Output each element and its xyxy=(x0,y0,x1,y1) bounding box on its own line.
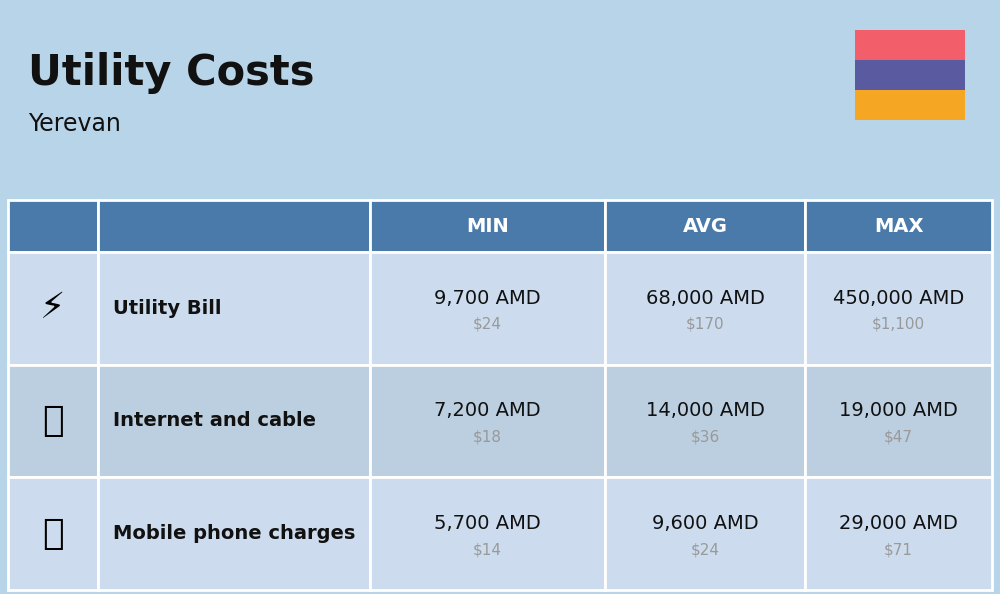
Bar xyxy=(605,478,805,590)
Text: 9,600 AMD: 9,600 AMD xyxy=(652,514,758,533)
Text: $47: $47 xyxy=(884,429,913,444)
Text: $36: $36 xyxy=(690,429,720,444)
Bar xyxy=(370,478,605,590)
Text: $18: $18 xyxy=(473,429,502,444)
Text: Mobile phone charges: Mobile phone charges xyxy=(113,524,355,543)
Bar xyxy=(805,478,992,590)
Text: 📡: 📡 xyxy=(42,404,64,438)
Bar xyxy=(370,200,605,252)
Bar xyxy=(8,200,98,252)
Text: 68,000 AMD: 68,000 AMD xyxy=(646,289,764,308)
Text: 450,000 AMD: 450,000 AMD xyxy=(833,289,964,308)
Bar xyxy=(370,365,605,478)
Bar xyxy=(605,200,805,252)
Text: 5,700 AMD: 5,700 AMD xyxy=(434,514,541,533)
Bar xyxy=(605,365,805,478)
Bar xyxy=(370,252,605,365)
Text: Internet and cable: Internet and cable xyxy=(113,412,316,431)
Text: $1,100: $1,100 xyxy=(872,317,925,332)
Text: 19,000 AMD: 19,000 AMD xyxy=(839,402,958,421)
Bar xyxy=(8,252,98,365)
Text: $170: $170 xyxy=(686,317,724,332)
Text: $24: $24 xyxy=(690,542,720,557)
Bar xyxy=(805,365,992,478)
Text: MIN: MIN xyxy=(466,216,509,235)
Bar xyxy=(855,90,965,120)
Bar xyxy=(605,252,805,365)
Bar xyxy=(98,200,370,252)
Text: 9,700 AMD: 9,700 AMD xyxy=(434,289,541,308)
Text: ⚡: ⚡ xyxy=(40,291,66,326)
Text: 14,000 AMD: 14,000 AMD xyxy=(646,402,764,421)
Text: $24: $24 xyxy=(473,317,502,332)
Text: MAX: MAX xyxy=(874,216,923,235)
Bar xyxy=(805,200,992,252)
Bar xyxy=(98,252,370,365)
Text: Utility Bill: Utility Bill xyxy=(113,299,222,318)
Text: Utility Costs: Utility Costs xyxy=(28,52,314,94)
Text: 📱: 📱 xyxy=(42,517,64,551)
Text: AVG: AVG xyxy=(682,216,728,235)
Bar xyxy=(98,365,370,478)
Text: $71: $71 xyxy=(884,542,913,557)
Text: 29,000 AMD: 29,000 AMD xyxy=(839,514,958,533)
Bar xyxy=(8,478,98,590)
Text: 7,200 AMD: 7,200 AMD xyxy=(434,402,541,421)
Bar xyxy=(805,252,992,365)
Bar xyxy=(98,478,370,590)
Bar xyxy=(855,60,965,90)
Text: $14: $14 xyxy=(473,542,502,557)
Bar xyxy=(855,30,965,60)
Bar xyxy=(8,365,98,478)
Text: Yerevan: Yerevan xyxy=(28,112,121,136)
